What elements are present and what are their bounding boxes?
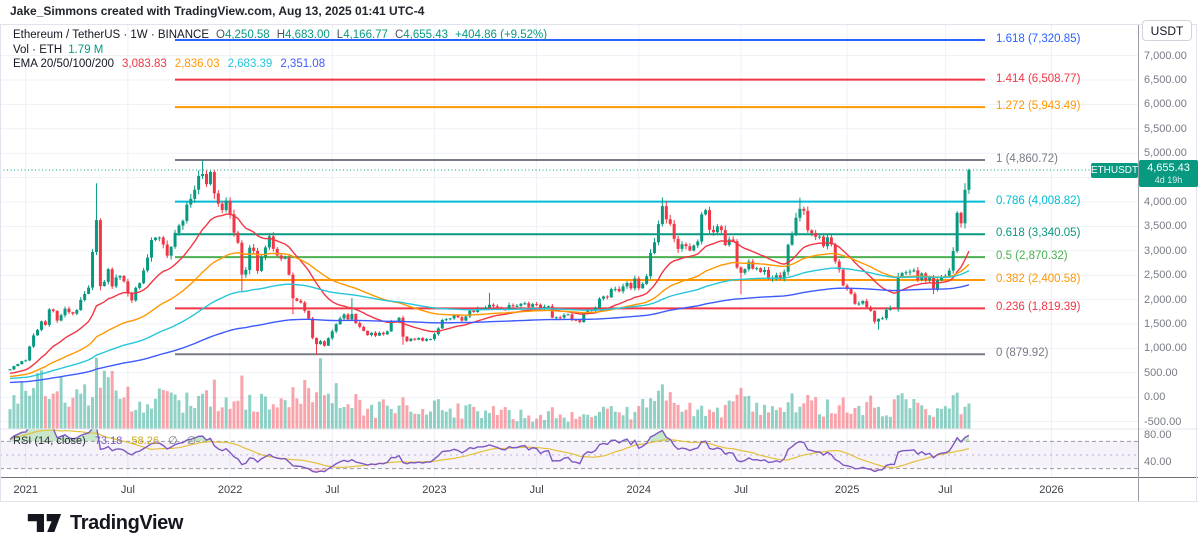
time-axis-label: 2024 — [626, 484, 652, 496]
ohlc-key: C — [394, 29, 404, 41]
tradingview-logo[interactable]: TradingView — [26, 511, 183, 535]
fib-level-label: 1 (4,860.72) — [996, 152, 1059, 165]
ohlc-key: O — [215, 29, 225, 41]
ohlc-value: 4,683.00 — [285, 29, 330, 41]
change-value: +404.86 (+9.52%) — [455, 29, 548, 41]
empty-set-icon: ∅ — [186, 435, 197, 447]
rsi-axis-label: 40.00 — [1144, 455, 1172, 468]
time-axis-label: Jul — [120, 484, 135, 496]
price-axis-label: 5,500.00 — [1144, 122, 1187, 135]
ema-values: 3,083.83 2,836.03 2,683.39 2,351.08 — [114, 58, 325, 70]
ohlc-value: 4,250.58 — [224, 29, 270, 41]
time-axis-label: Jul — [733, 484, 748, 496]
rsi-ma-value: 58.26 — [131, 435, 159, 447]
fib-level-label: 0 (879.92) — [996, 347, 1049, 360]
fib-level-label: 0.236 (1,819.39) — [996, 301, 1081, 314]
ohlc-value: 4,166.77 — [343, 29, 388, 41]
tradingview-logo-icon — [27, 514, 62, 532]
time-axis-label: 2021 — [13, 484, 38, 496]
price-axis-label: 3,500.00 — [1144, 220, 1187, 233]
last-price-value: 4,655.43 — [1147, 161, 1190, 174]
bar-countdown: 4d 19h — [1154, 174, 1183, 185]
price-axis-label: 2,000.00 — [1144, 293, 1187, 306]
ema-value: 2,683.39 — [227, 58, 273, 70]
rsi-label: RSI (14, close) — [13, 435, 86, 447]
time-axis-label: 2022 — [217, 484, 243, 496]
fib-level-label: 1.272 (5,943.49) — [996, 100, 1081, 113]
price-axis-label: -500.00 — [1144, 415, 1182, 428]
price-axis-label: 6,500.00 — [1144, 74, 1187, 86]
ohlc-value: 4,655.43 — [403, 29, 449, 41]
ohlc-key: L — [336, 29, 344, 41]
time-axis-label: 2026 — [1039, 484, 1064, 496]
ema-value: 2,351.08 — [280, 58, 326, 70]
currency-toggle-button[interactable]: USDT — [1142, 20, 1192, 41]
price-axis-label: 4,000.00 — [1144, 196, 1187, 208]
price-axis-label: 6,000.00 — [1144, 98, 1187, 111]
time-axis-label: Jul — [325, 484, 340, 496]
ema-value: 3,083.83 — [122, 58, 167, 70]
legend-ema-row[interactable]: EMA 20/50/100/200 3,083.83 2,836.03 2,683.3… — [13, 57, 547, 72]
rsi-value: 73.18 — [94, 435, 123, 447]
price-axis-label: 0.00 — [1144, 391, 1166, 404]
price-axis-label: 3,000.00 — [1144, 244, 1187, 257]
time-axis-label: 2023 — [422, 484, 447, 496]
fib-level-label: 0.618 (3,340.05) — [996, 227, 1081, 240]
rsi-axis-label: 80.00 — [1144, 428, 1172, 441]
volume-value: 1.79 M — [68, 43, 104, 56]
ohlc-values: O4,250.58 H4,683.00 L4,166.77 C4,655.43 — [209, 29, 448, 41]
time-axis-label: Jul — [938, 484, 953, 496]
fib-level-label: 0.5 (2,870.32) — [996, 250, 1068, 263]
legend-symbol-row[interactable]: Ethereum / TetherUS · 1W · BINANCE O4,250… — [13, 28, 547, 43]
fib-level-label: 0.382 (2,400.58) — [996, 273, 1081, 286]
price-axis-label: 1,000.00 — [1144, 342, 1187, 355]
price-axis-label: 2,500.00 — [1144, 269, 1187, 282]
empty-set-icon: ∅ — [168, 435, 178, 447]
last-price-badge: 4,655.43 4d 19h — [1139, 160, 1198, 187]
fib-level-label: 1.618 (7,320.85) — [996, 32, 1081, 45]
chart-legend[interactable]: Ethereum / TetherUS · 1W · BINANCE O4,250… — [13, 28, 547, 72]
symbol-price-line-tag: ETHUSDT — [1090, 163, 1139, 178]
fib-level-label: 1.414 (6,508.77) — [996, 72, 1081, 85]
ema-label: EMA 20/50/100/200 — [13, 58, 115, 70]
symbol-title: Ethereum / TetherUS · 1W · BINANCE — [13, 29, 209, 41]
ema-value: 2,836.03 — [174, 58, 220, 70]
price-axis-label: 5,000.00 — [1144, 147, 1187, 160]
attribution-text: Jake_Simmons created with TradingView.co… — [10, 4, 425, 18]
price-axis-label: 7,000.00 — [1144, 49, 1187, 62]
price-axis-label: 1,500.00 — [1144, 318, 1187, 330]
tradingview-logo-text: TradingView — [70, 511, 184, 534]
time-axis-label: Jul — [529, 484, 544, 496]
ohlc-key: H — [276, 29, 286, 41]
price-axis-label: 500.00 — [1144, 366, 1178, 379]
rsi-legend-row[interactable]: RSI (14, close) 73.18 58.26 ∅ ∅ — [13, 434, 196, 447]
volume-label: Vol · ETH — [13, 43, 63, 56]
time-axis-label: 2025 — [834, 484, 860, 496]
legend-volume-row[interactable]: Vol · ETH 1.79 M — [13, 43, 547, 58]
fib-level-label: 0.786 (4,008.82) — [996, 194, 1081, 207]
